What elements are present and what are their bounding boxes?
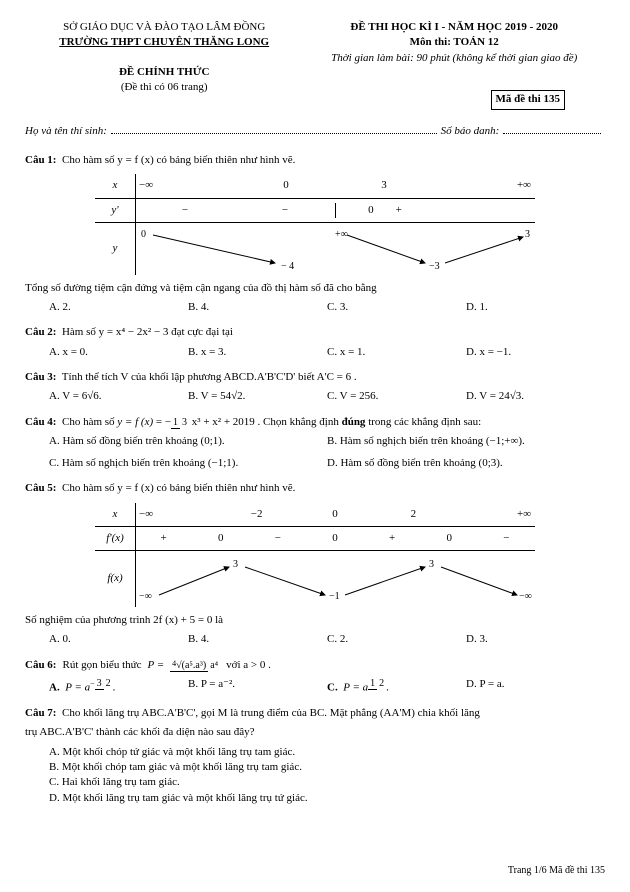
q6-opt-c: C. P = a12.: [327, 677, 466, 696]
q6-with: với a > 0 .: [226, 658, 271, 673]
q5-opt-a: A. 0.: [49, 632, 188, 647]
svg-text:+∞: +∞: [335, 229, 348, 240]
q6-num: Câu 6:: [25, 658, 56, 673]
official: ĐỀ CHÍNH THỨC: [25, 65, 303, 80]
q6-opt-d: D. P = a.: [466, 677, 605, 696]
q5-table: x −∞ −2 0 2 +∞ f'(x) + 0 − 0 + 0 − f(x): [95, 503, 535, 607]
q7-opt-c: C. Hai khối lăng trụ tam giác.: [49, 775, 605, 790]
svg-text:3: 3: [525, 229, 530, 240]
question-6: Câu 6: Rút gọn biểu thức P = 4√(a⁵.a³)a⁴…: [25, 658, 605, 696]
val-0: 0: [141, 229, 146, 240]
q2-opt-c: C. x = 1.: [327, 345, 466, 360]
q4-opt-d: D. Hàm số đồng biến trên khoảng (0;3).: [327, 456, 605, 471]
exam-code: Mã đề thi 135: [491, 90, 565, 109]
id-dots: [503, 124, 601, 134]
q4-num: Câu 4:: [25, 416, 56, 428]
dept: SỞ GIÁO DỤC VÀ ĐÀO TẠO LÂM ĐỒNG: [25, 20, 303, 35]
subject: Môn thi: TOÁN 12: [303, 35, 605, 50]
name-row: Họ và tên thí sinh: Số báo danh:: [25, 124, 605, 139]
q1-opt-d: D. 1.: [466, 300, 605, 315]
question-1: Câu 1: Cho hàm số y = f (x) có bảng biến…: [25, 153, 605, 315]
question-4: Câu 4: Cho hàm số y = f (x) = −13 x³ + x…: [25, 415, 605, 471]
id-label: Số báo danh:: [441, 124, 500, 139]
q5-opt-b: B. 4.: [188, 632, 327, 647]
q6-text: Rút gọn biểu thức: [62, 658, 141, 673]
q5-text: Cho hàm số y = f (x) có bảng biến thiên …: [62, 482, 295, 494]
q4-opt-c: C. Hàm số nghịch biến trên khoảng (−1;1)…: [49, 456, 327, 471]
q3-opt-b: B. V = 54√2.: [188, 389, 327, 404]
q7-text2: trụ ABC.A'B'C' thành các khối đa diện nà…: [25, 725, 605, 740]
svg-text:3: 3: [233, 559, 238, 570]
name-label: Họ và tên thí sinh:: [25, 124, 107, 139]
q1-statement: Tổng số đường tiệm cận đứng và tiệm cận …: [25, 281, 605, 296]
name-dots: [111, 124, 437, 134]
svg-text:−∞: −∞: [139, 591, 152, 602]
q1-opt-c: C. 3.: [327, 300, 466, 315]
q3-num: Câu 3:: [25, 371, 56, 383]
pages: (Đề thi có 06 trang): [25, 80, 303, 95]
question-7: Câu 7: Cho khối lăng trụ ABC.A'B'C', gọi…: [25, 706, 605, 806]
q5-opt-c: C. 2.: [327, 632, 466, 647]
q3-opt-c: C. V = 256.: [327, 389, 466, 404]
q1-table: x −∞ 0 3 +∞ y' − − 0 + y 0: [95, 174, 535, 274]
q3-opt-a: A. V = 6√6.: [49, 389, 188, 404]
q7-opt-d: D. Một khối lăng trụ tam giác và một khố…: [49, 791, 605, 806]
svg-text:− 4: − 4: [281, 261, 294, 271]
q2-opt-d: D. x = −1.: [466, 345, 605, 360]
time: Thời gian làm bài: 90 phút (không kể thờ…: [303, 51, 605, 66]
q7-opt-b: B. Một khối chóp tam giác và một khối lă…: [49, 760, 605, 775]
question-3: Câu 3: Tính thể tích V của khối lập phươ…: [25, 370, 605, 405]
exam-title: ĐỀ THI HỌC KÌ I - NĂM HỌC 2019 - 2020: [303, 20, 605, 35]
q7-num: Câu 7:: [25, 707, 56, 719]
q1-arrows-svg: 0 − 4 +∞ −3 3: [135, 227, 535, 271]
q1-num: Câu 1:: [25, 154, 56, 166]
q6-opt-a: A. P = a−32.: [49, 677, 188, 696]
q4-opt-a: A. Hàm số đồng biến trên khoảng (0;1).: [49, 434, 327, 449]
svg-text:3: 3: [429, 559, 434, 570]
q5-opt-d: D. 3.: [466, 632, 605, 647]
question-5: Câu 5: Cho hàm số y = f (x) có bảng biến…: [25, 481, 605, 647]
q4-opt-b: B. Hàm số nghịch biến trên khoảng (−1;+∞…: [327, 434, 605, 449]
q2-opt-b: B. x = 3.: [188, 345, 327, 360]
q2-opt-a: A. x = 0.: [49, 345, 188, 360]
svg-text:−∞: −∞: [519, 591, 532, 602]
q1-opt-a: A. 2.: [49, 300, 188, 315]
q6-opt-b: B. P = a⁻².: [188, 677, 327, 696]
q7-text: Cho khối lăng trụ ABC.A'B'C', gọi M là t…: [62, 707, 480, 719]
svg-text:−1: −1: [329, 591, 340, 602]
school: TRƯỜNG THPT CHUYÊN THĂNG LONG: [25, 35, 303, 50]
q1-opt-b: B. 4.: [188, 300, 327, 315]
q7-opt-a: A. Một khối chóp tứ giác và một khối lăn…: [49, 745, 605, 760]
page-footer: Trang 1/6 Mã đề thi 135: [508, 864, 605, 878]
q2-text: Hàm số y = x⁴ − 2x² − 3 đạt cực đại tại: [62, 326, 233, 338]
svg-text:−3: −3: [429, 261, 440, 271]
question-2: Câu 2: Hàm số y = x⁴ − 2x² − 3 đạt cực đ…: [25, 325, 605, 360]
q5-statement: Số nghiệm của phương trình 2f (x) + 5 = …: [25, 613, 605, 628]
q1-text: Cho hàm số y = f (x) có bảng biến thiên …: [62, 154, 295, 166]
header: SỞ GIÁO DỤC VÀ ĐÀO TẠO LÂM ĐỒNG TRƯỜNG T…: [25, 20, 605, 110]
q2-num: Câu 2:: [25, 326, 56, 338]
q3-text: Tính thể tích V của khối lập phương ABCD…: [62, 371, 357, 383]
q5-num: Câu 5:: [25, 482, 56, 494]
q3-opt-d: D. V = 24√3.: [466, 389, 605, 404]
q5-arrows-svg: −∞ 3 −1 3 −∞: [135, 555, 535, 603]
